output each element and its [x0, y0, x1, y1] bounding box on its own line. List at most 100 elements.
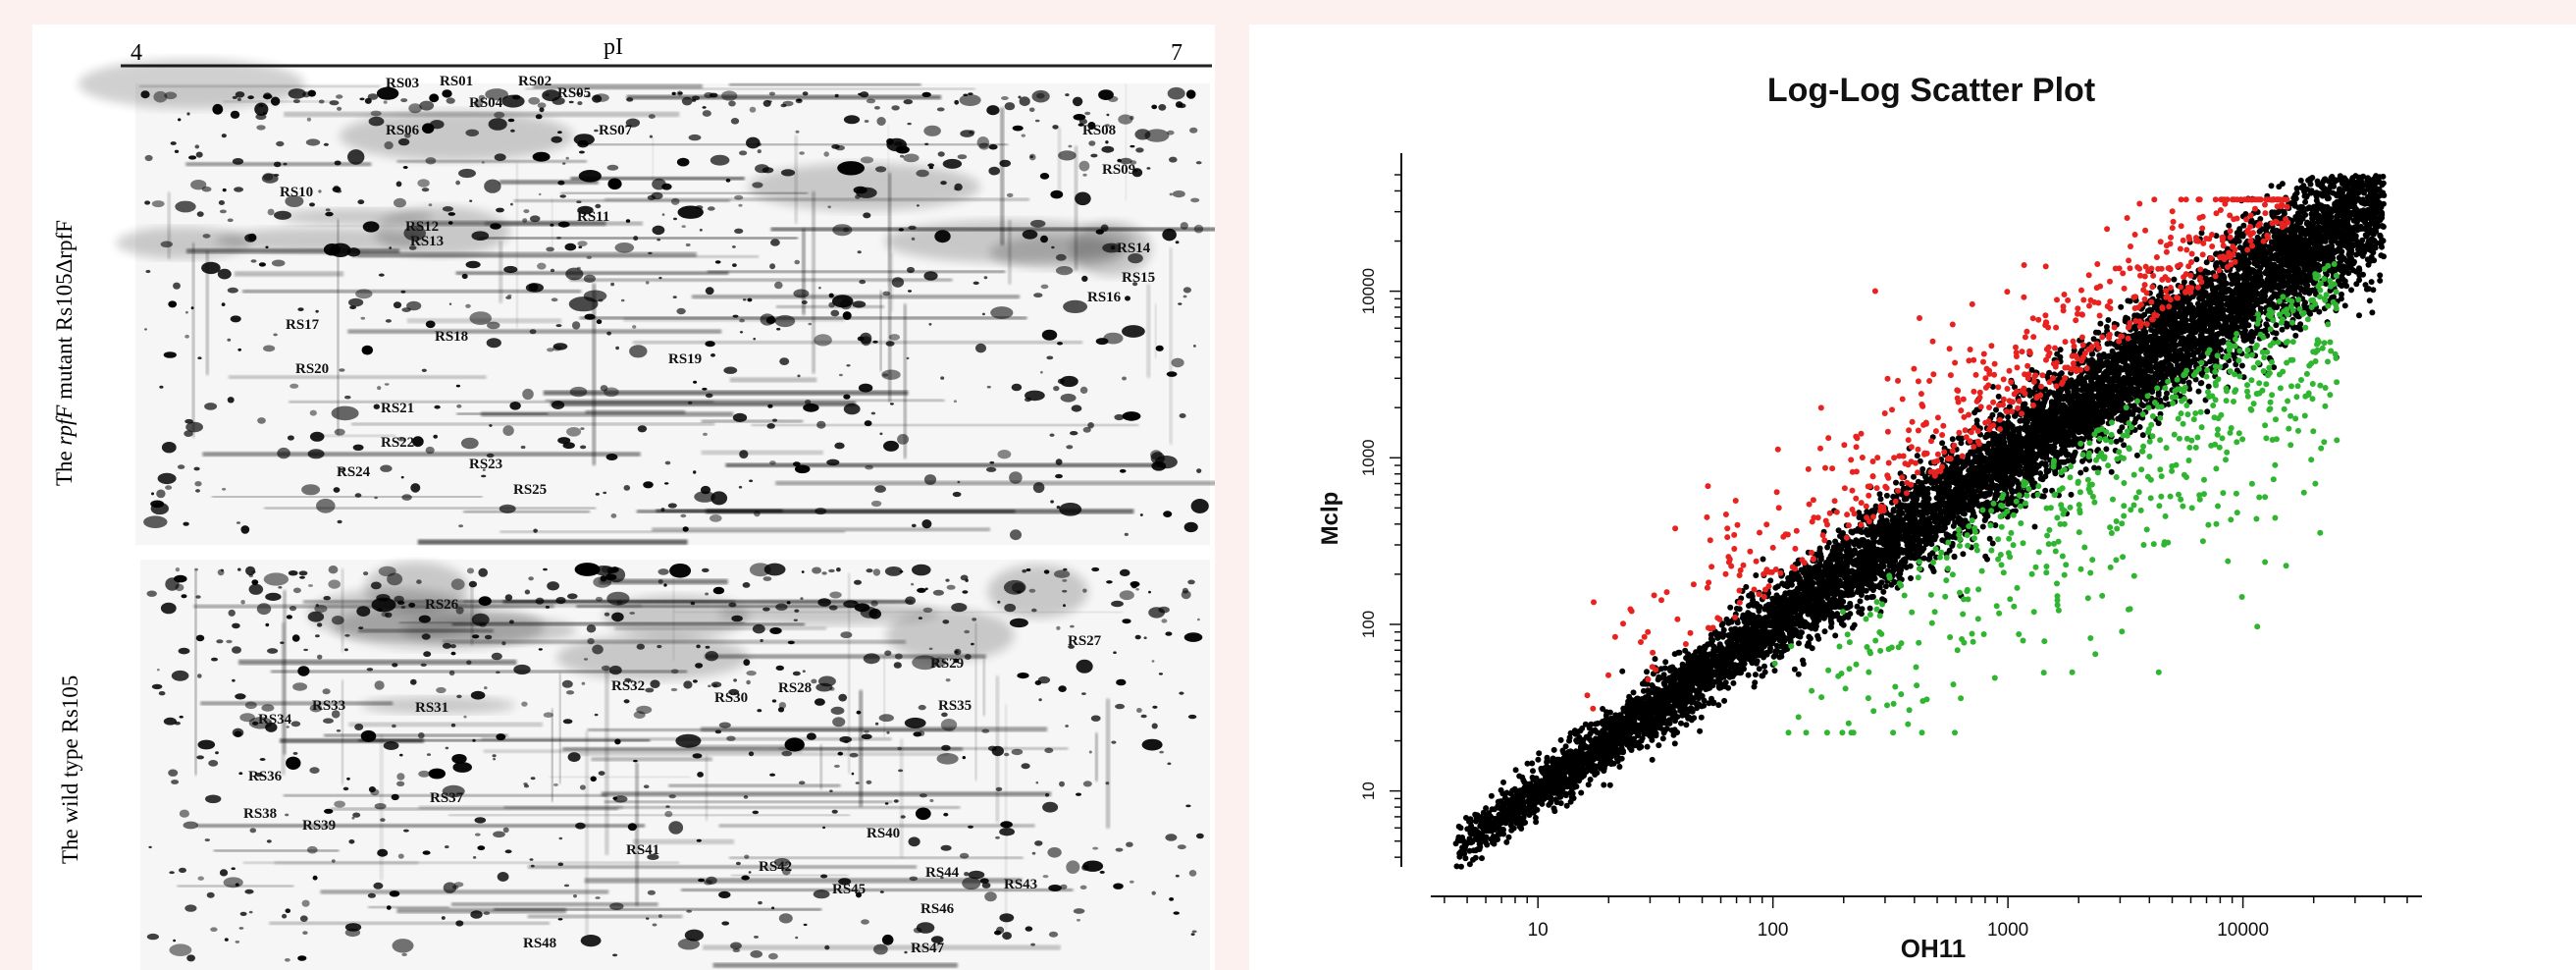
top-rs05: RS05: [557, 85, 591, 101]
point-black: [2192, 376, 2199, 383]
point-black: [2377, 232, 2384, 239]
point-black: [1743, 583, 1750, 590]
bottom-rs46: RS46: [920, 901, 955, 917]
bottom-rs29: RS29: [930, 656, 964, 672]
point-black: [1932, 533, 1939, 540]
point-black: [1835, 527, 1842, 534]
point-black: [1551, 746, 1557, 753]
point-black: [2270, 285, 2277, 291]
point-black: [2121, 442, 2128, 449]
point-black: [1616, 764, 1623, 770]
point-black: [1519, 774, 1526, 781]
top-rs24: RS24: [337, 464, 371, 480]
top-rs08: RS08: [1082, 123, 1116, 138]
bottom-rs35: RS35: [938, 698, 972, 714]
point-black: [1601, 781, 1607, 788]
point-black: [2205, 269, 2212, 276]
point-black: [2226, 222, 2233, 229]
point-black: [1795, 571, 1802, 578]
point-black: [1986, 535, 1993, 542]
point-black: [2341, 302, 2348, 309]
point-black: [1882, 583, 1889, 590]
point-black: [1488, 792, 1495, 799]
chart-title: Log-Log Scatter Plot: [1767, 72, 2095, 109]
point-black: [1824, 544, 1831, 551]
x-tick-label: 1000: [1987, 920, 2028, 941]
point-black: [2118, 303, 2125, 310]
point-black: [1644, 743, 1651, 750]
scatter-points: [1452, 173, 2388, 870]
point-black: [1814, 632, 1821, 639]
top-rs21: RS21: [381, 401, 414, 416]
log-log-scatter-chart: Log-Log Scatter Plot OH11 Mclp 10 100 1000…: [1317, 72, 2422, 963]
point-black: [1883, 492, 1890, 499]
point-black: [1877, 496, 1884, 503]
bottom-rs42: RS42: [759, 859, 792, 875]
top-rs16: RS16: [1087, 290, 1122, 305]
point-black: [1854, 603, 1861, 610]
point-black: [2125, 297, 2131, 304]
bottom-rs44: RS44: [925, 865, 960, 881]
bottom-rs26: RS26: [425, 597, 459, 613]
y-tick-label: 1000: [1359, 439, 1378, 476]
x-tick-label: 10: [1528, 920, 1549, 941]
point-black: [1562, 743, 1569, 750]
x-axis-label: OH11: [1901, 934, 1967, 963]
point-black: [2356, 267, 2363, 274]
ph-min-label: 4: [131, 40, 142, 66]
point-black: [2054, 350, 2061, 357]
point-black: [1585, 781, 1592, 788]
y-axis-label: Mclp: [1317, 492, 1343, 546]
point-black: [2213, 305, 2220, 312]
point-black: [2097, 320, 2104, 327]
point-black: [1761, 663, 1767, 670]
top-rs22: RS22: [381, 435, 414, 451]
point-black: [2068, 491, 2075, 498]
point-black: [1479, 855, 1485, 862]
bottom-rs33: RS33: [312, 698, 345, 714]
bottom-rs48: RS48: [523, 936, 556, 951]
point-black: [2195, 388, 2202, 395]
top-rs07: RS07: [599, 123, 633, 138]
point-black: [1520, 814, 1527, 821]
point-black: [1656, 742, 1662, 749]
point-black: [1939, 440, 1946, 447]
bottom-rs27: RS27: [1068, 633, 1102, 649]
point-black: [2300, 183, 2307, 189]
top-rs13: RS13: [410, 234, 444, 249]
point-black: [2302, 198, 2309, 205]
point-black: [2108, 468, 2115, 475]
bottom-rs47: RS47: [911, 941, 945, 956]
point-black: [2365, 261, 2372, 268]
top-rs17: RS17: [286, 317, 320, 333]
point-black: [1661, 665, 1668, 672]
point-black: [1697, 728, 1704, 734]
point-black: [1771, 668, 1778, 674]
top-rs15: RS15: [1122, 270, 1155, 286]
point-black: [1756, 666, 1762, 673]
point-black: [1727, 604, 1734, 611]
point-black: [1503, 838, 1510, 845]
pi-axis-label: pI: [604, 34, 623, 60]
point-black: [2356, 312, 2362, 319]
wildtype-row-label: The wild type Rs105: [58, 675, 82, 864]
point-black: [2119, 424, 2126, 431]
point-black: [1578, 789, 1585, 796]
x-tick-label: 100: [1758, 920, 1789, 941]
bottom-rs45: RS45: [832, 882, 866, 897]
point-black: [1752, 672, 1759, 678]
top-rs14: RS14: [1117, 241, 1151, 256]
bottom-rs30: RS30: [714, 690, 748, 706]
x-tick-label: 10000: [2217, 920, 2269, 941]
point-black: [1536, 750, 1543, 757]
top-rs20: RS20: [295, 361, 329, 377]
point-black: [1708, 631, 1714, 638]
top-rs10: RS10: [280, 185, 313, 200]
point-black: [1595, 720, 1602, 727]
point-black: [1516, 823, 1523, 830]
point-black: [1911, 473, 1917, 480]
point-black: [1979, 523, 1986, 530]
top-rs25: RS25: [513, 482, 547, 498]
bottom-rs36: RS36: [248, 769, 283, 784]
